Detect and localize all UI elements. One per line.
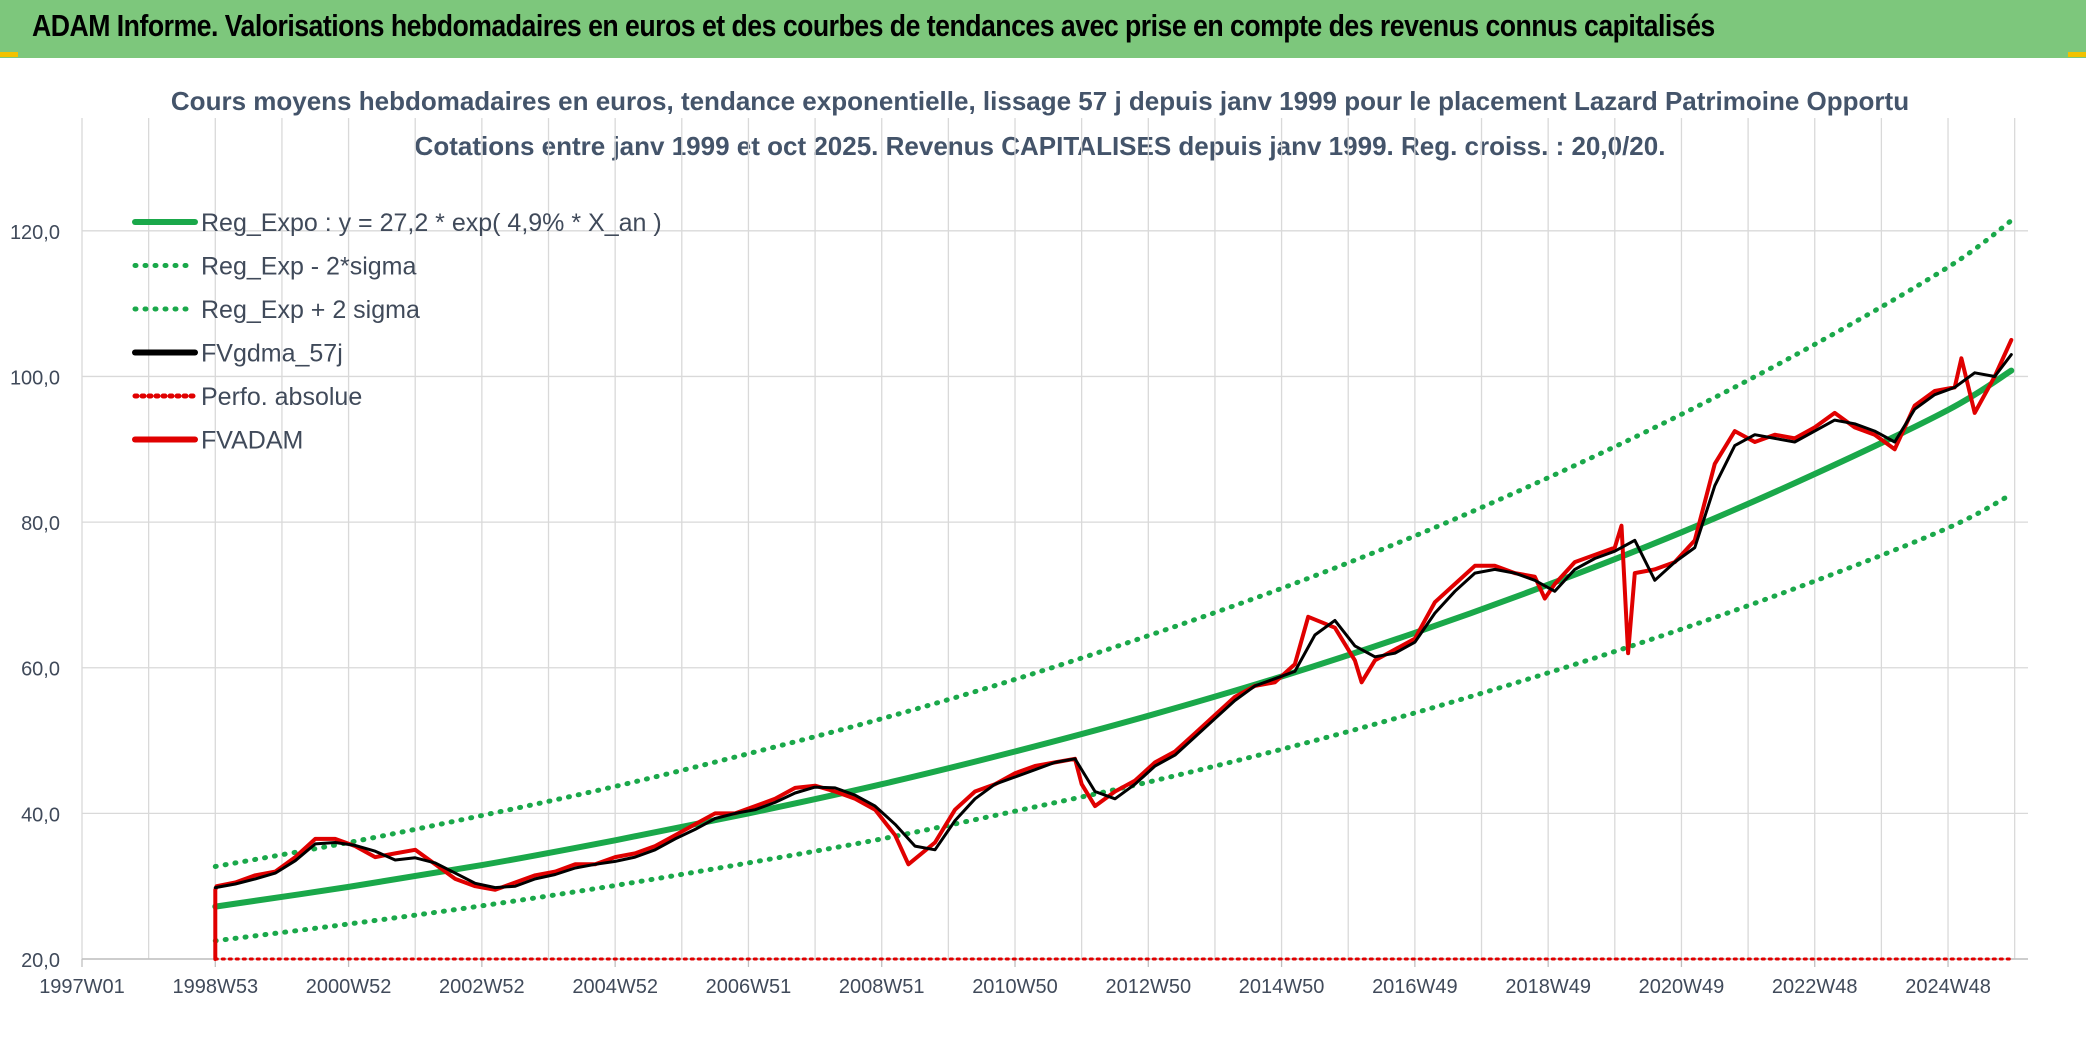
legend: Reg_Expo : y = 27,2 * exp( 4,9% * X_an )… xyxy=(132,209,662,455)
x-tick-label: 2024W48 xyxy=(1905,976,1991,998)
x-tick-label: 2006W51 xyxy=(706,976,792,998)
series-line-reg-minus-2sigma xyxy=(212,491,2014,944)
chart-subtitle: Cotations entre janv 1999 et oct 2025. R… xyxy=(415,131,1666,161)
x-tick-label: 1997W01 xyxy=(39,976,125,998)
y-tick-label: 40,0 xyxy=(21,804,60,826)
x-tick-label: 2002W52 xyxy=(439,976,525,998)
legend-label: Reg_Exp + 2 sigma xyxy=(201,296,420,324)
report-header: ADAM Informe. Valorisations hebdomadaire… xyxy=(0,0,2086,58)
x-tick-label: 2012W50 xyxy=(1105,976,1191,998)
legend-label: Perfo. absolue xyxy=(201,383,362,411)
x-tick-label: 2014W50 xyxy=(1239,976,1325,998)
x-tick-label: 2000W52 xyxy=(306,976,392,998)
chart-title: Cours moyens hebdomadaires en euros, ten… xyxy=(171,86,1909,116)
report-title: ADAM Informe. Valorisations hebdomadaire… xyxy=(32,8,1715,43)
legend-label: Reg_Expo : y = 27,2 * exp( 4,9% * X_an ) xyxy=(201,209,662,237)
y-tick-label: 60,0 xyxy=(21,659,60,681)
y-tick-label: 80,0 xyxy=(21,513,60,535)
y-tick-label: 20,0 xyxy=(21,950,60,972)
x-tick-label: 2020W49 xyxy=(1639,976,1725,998)
legend-label: FVADAM xyxy=(201,427,303,455)
series-line-reg-expo xyxy=(212,367,2015,910)
y-tick-label: 120,0 xyxy=(10,222,60,244)
y-tick-label: 100,0 xyxy=(10,367,60,389)
series-line-reg-plus-2sigma xyxy=(212,218,2014,869)
x-tick-label: 1998W53 xyxy=(172,976,258,998)
x-tick-label: 2008W51 xyxy=(839,976,925,998)
legend-label: Reg_Exp - 2*sigma xyxy=(201,253,416,281)
x-tick-label: 2016W49 xyxy=(1372,976,1458,998)
x-tick-label: 2022W48 xyxy=(1772,976,1858,998)
corner-marker-left xyxy=(0,52,18,57)
legend-label: FVgdma_57j xyxy=(201,340,343,368)
valuation-chart: Cours moyens hebdomadaires en euros, ten… xyxy=(0,58,2086,1037)
corner-marker-right xyxy=(2068,52,2086,57)
series-group xyxy=(212,218,2015,961)
x-tick-label: 2004W52 xyxy=(572,976,658,998)
series-line-fvgdma xyxy=(213,353,2013,890)
chart-background xyxy=(0,58,2086,1037)
x-tick-label: 2018W49 xyxy=(1505,976,1591,998)
chart-area: Cours moyens hebdomadaires en euros, ten… xyxy=(0,58,2086,1037)
x-tick-label: 2010W50 xyxy=(972,976,1058,998)
